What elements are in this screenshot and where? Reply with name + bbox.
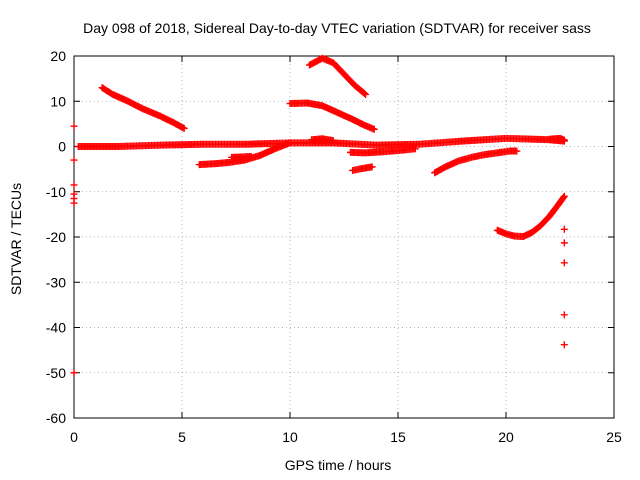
data-point	[286, 139, 294, 147]
data-point	[560, 341, 568, 349]
x-tick-label: 25	[606, 429, 622, 445]
data-point	[70, 181, 78, 189]
y-tick-label: -30	[46, 274, 66, 290]
y-tick-label: -10	[46, 184, 66, 200]
x-tick-label: 10	[282, 429, 298, 445]
data-point	[70, 156, 78, 164]
grid	[74, 56, 614, 418]
x-tick-label: 0	[70, 429, 78, 445]
x-tick-label: 5	[178, 429, 186, 445]
y-tick-label: -60	[46, 410, 66, 426]
data-marks	[70, 54, 568, 377]
x-tick-label: 15	[390, 429, 406, 445]
data-point	[560, 192, 568, 200]
y-tick-label: -50	[46, 365, 66, 381]
x-tick-label: 20	[498, 429, 514, 445]
chart-title: Day 098 of 2018, Sidereal Day-to-day VTE…	[83, 20, 591, 36]
x-axis-label: GPS time / hours	[285, 457, 392, 473]
data-point	[70, 122, 78, 130]
y-tick-label: 10	[50, 93, 66, 109]
data-point	[70, 199, 78, 207]
data-point	[362, 90, 370, 98]
data-point	[368, 163, 376, 171]
data-point	[411, 145, 419, 153]
x-tick-labels: 0 5 10 15 20 25	[70, 429, 622, 445]
data-point	[560, 311, 568, 319]
data-point	[513, 147, 521, 155]
data-point	[329, 137, 337, 145]
data-point	[560, 225, 568, 233]
data-point	[180, 124, 188, 132]
data-point	[560, 239, 568, 247]
y-tick-label: -20	[46, 229, 66, 245]
data-point	[247, 152, 255, 160]
y-tick-label: 20	[50, 48, 66, 64]
data-point	[560, 259, 568, 267]
y-axis-label: SDTVAR / TECUs	[8, 183, 24, 295]
data-point	[361, 90, 369, 98]
data-point	[560, 136, 568, 144]
y-tick-label: 0	[58, 139, 66, 155]
y-tick-labels: -60 -50 -40 -30 -20 -10 0 10 20	[46, 48, 66, 426]
data-point	[370, 125, 378, 133]
y-tick-label: -40	[46, 320, 66, 336]
data-point	[70, 369, 78, 377]
data-point	[560, 193, 568, 201]
